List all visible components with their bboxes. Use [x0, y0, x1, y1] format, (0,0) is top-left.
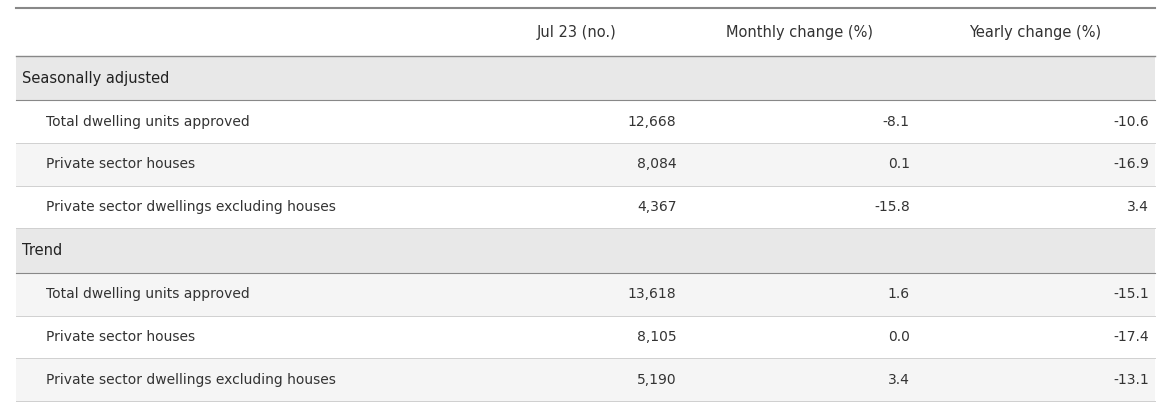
- Bar: [16, 143, 1155, 186]
- Text: Private sector houses: Private sector houses: [46, 158, 196, 171]
- Text: Total dwelling units approved: Total dwelling units approved: [46, 115, 249, 129]
- Text: Private sector dwellings excluding houses: Private sector dwellings excluding house…: [46, 200, 336, 214]
- Bar: [16, 316, 1155, 358]
- Text: -10.6: -10.6: [1114, 115, 1149, 129]
- Bar: [16, 56, 1155, 101]
- Text: Yearly change (%): Yearly change (%): [970, 24, 1102, 39]
- Text: -16.9: -16.9: [1114, 158, 1149, 171]
- Text: 4,367: 4,367: [637, 200, 677, 214]
- Text: Private sector dwellings excluding houses: Private sector dwellings excluding house…: [46, 372, 336, 387]
- Text: 5,190: 5,190: [637, 372, 677, 387]
- Text: 1.6: 1.6: [888, 287, 910, 301]
- Text: 3.4: 3.4: [888, 372, 910, 387]
- Text: -17.4: -17.4: [1114, 330, 1149, 344]
- Bar: [16, 273, 1155, 316]
- Bar: [16, 228, 1155, 273]
- Text: 8,105: 8,105: [637, 330, 677, 344]
- Bar: [16, 358, 1155, 401]
- Text: Total dwelling units approved: Total dwelling units approved: [46, 287, 249, 301]
- Text: 8,084: 8,084: [637, 158, 677, 171]
- Text: Seasonally adjusted: Seasonally adjusted: [22, 71, 170, 86]
- Text: Jul 23 (no.): Jul 23 (no.): [537, 24, 617, 39]
- Text: 0.1: 0.1: [888, 158, 910, 171]
- Text: 12,668: 12,668: [628, 115, 677, 129]
- Text: Monthly change (%): Monthly change (%): [726, 24, 872, 39]
- Text: 3.4: 3.4: [1128, 200, 1149, 214]
- Text: -15.8: -15.8: [874, 200, 910, 214]
- Text: Trend: Trend: [22, 243, 62, 258]
- Bar: [16, 186, 1155, 228]
- Bar: [16, 101, 1155, 143]
- Text: Private sector houses: Private sector houses: [46, 330, 196, 344]
- Text: -13.1: -13.1: [1114, 372, 1149, 387]
- Text: -8.1: -8.1: [883, 115, 910, 129]
- Text: 13,618: 13,618: [628, 287, 677, 301]
- Text: 0.0: 0.0: [888, 330, 910, 344]
- Text: -15.1: -15.1: [1114, 287, 1149, 301]
